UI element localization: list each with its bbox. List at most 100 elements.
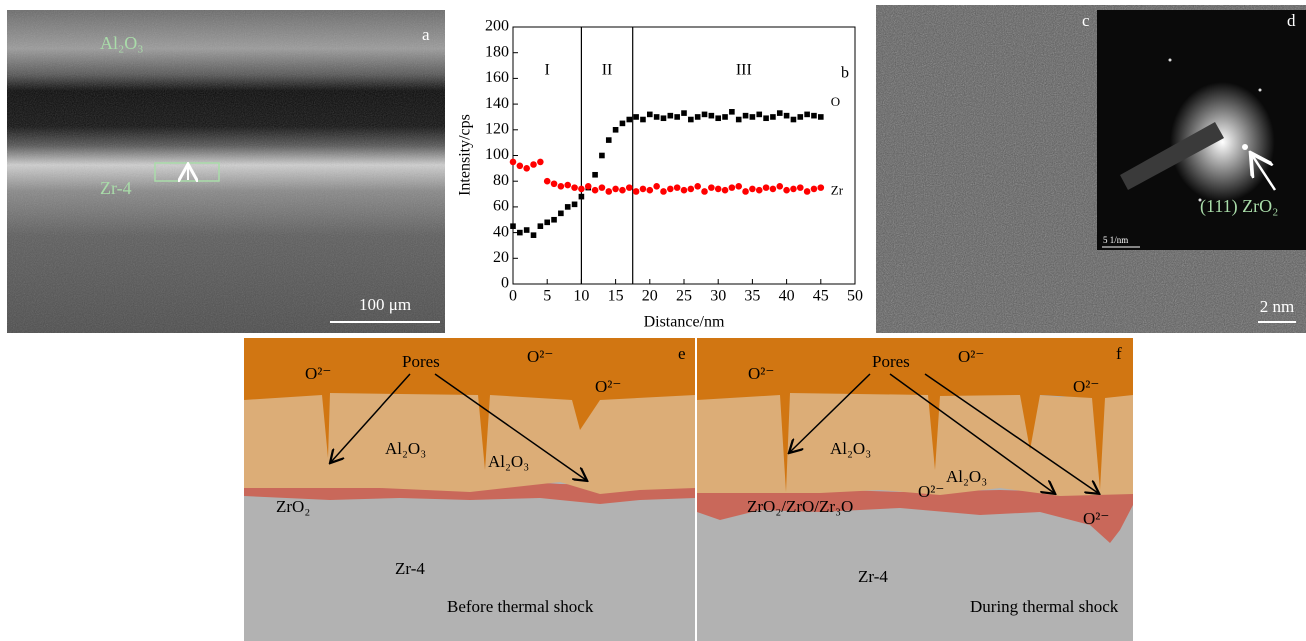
label: Zr-4: [100, 178, 132, 198]
data-point: [605, 137, 612, 143]
data-point: [770, 114, 776, 120]
ion-label: O²⁻: [305, 364, 331, 383]
data-point: [804, 111, 810, 118]
diffraction-spot: [1168, 58, 1172, 62]
scale-label: 2 nm: [1260, 297, 1294, 316]
x-tick-label: 20: [642, 288, 658, 305]
data-point: [509, 158, 517, 166]
y-tick-label: 80: [493, 172, 509, 189]
data-point: [722, 114, 728, 120]
data-point: [626, 116, 633, 123]
annotation: (111) ZrO₂: [1200, 196, 1278, 217]
data-point: [510, 223, 516, 229]
data-point: [701, 188, 708, 195]
x-axis-label: Distance/nm: [644, 314, 725, 331]
y-tick-label: 180: [485, 43, 509, 60]
data-point: [625, 184, 633, 191]
layer-label: Al₂O₃: [946, 467, 987, 486]
layer-label: Al₂O₃: [830, 439, 871, 458]
y-tick-label: 100: [485, 146, 509, 163]
data-point: [564, 181, 572, 189]
data-point: [640, 116, 646, 123]
data-point: [523, 165, 530, 172]
data-point: [653, 183, 660, 190]
data-point: [688, 116, 694, 123]
alumina-layer: [697, 388, 1133, 496]
data-point: [708, 112, 715, 119]
data-point: [817, 184, 825, 191]
data-point: [721, 186, 729, 194]
data-point: [530, 232, 537, 238]
data-point: [612, 127, 619, 133]
arrow: [1252, 155, 1277, 191]
oxide-layer: [697, 488, 1133, 543]
y-tick-label: 120: [485, 120, 509, 137]
data-point: [776, 110, 783, 116]
panel-e: O²⁻ O²⁻ O²⁻ Pores Al₂O₃ Al₂O₃ ZrO₂ Zr-4 …: [244, 338, 695, 641]
data-point: [544, 219, 550, 226]
data-point: [701, 111, 708, 118]
data-point: [599, 152, 605, 159]
data-point: [694, 183, 701, 190]
data-point: [550, 180, 558, 188]
arrow: [889, 373, 1054, 493]
pores-label: Pores: [872, 352, 910, 371]
data-point: [653, 114, 660, 120]
data-point: [749, 185, 756, 193]
data-point: [660, 115, 667, 122]
ion-label: O²⁻: [1073, 377, 1099, 396]
ion-label: O²⁻: [958, 347, 984, 366]
arrow: [790, 373, 871, 452]
data-point: [551, 216, 557, 223]
data-point: [714, 185, 722, 193]
x-tick-label: 25: [676, 288, 692, 305]
x-tick-label: 35: [744, 288, 760, 305]
layer-label: Zr-4: [858, 567, 888, 586]
ion-label: O²⁻: [748, 364, 774, 383]
x-tick-label: 15: [608, 288, 624, 305]
pores-label: Pores: [402, 352, 440, 371]
data-point: [674, 114, 680, 120]
data-point: [571, 201, 578, 208]
data-point: [762, 184, 770, 191]
arrow: [331, 373, 411, 462]
data-point: [810, 185, 818, 193]
data-point: [612, 185, 619, 193]
panel-d: (111) ZrO₂ d 5 1/nm: [1097, 10, 1306, 250]
region-label: I: [545, 62, 550, 79]
layer-label: Al₂O₃: [488, 452, 529, 471]
data-point: [797, 114, 804, 120]
panel-letter: e: [678, 344, 686, 363]
data-point: [790, 116, 797, 123]
data-point: [796, 184, 804, 191]
data-point: [728, 184, 736, 191]
data-point: [769, 185, 777, 193]
panel-f: O²⁻ O²⁻ O²⁻ O²⁻ O²⁻ Pores Al₂O₃ Al₂O₃ Zr…: [697, 338, 1133, 641]
caption: During thermal shock: [970, 597, 1119, 616]
data-point: [673, 184, 681, 191]
data-point: [694, 114, 701, 120]
scale-label: 5 1/nm: [1103, 235, 1128, 245]
ion-label: O²⁻: [527, 347, 553, 366]
data-point: [543, 177, 551, 185]
data-point: [783, 186, 790, 194]
panel-letter: d: [1287, 11, 1296, 30]
x-tick-label: 5: [543, 288, 551, 305]
panel-a: Al₂O₃ Zr-4 a 100 μm: [7, 10, 445, 333]
data-point: [592, 171, 598, 178]
y-axis-label: Intensity/cps: [457, 114, 474, 196]
data-point: [557, 183, 565, 190]
data-point: [755, 186, 763, 194]
data-point: [790, 185, 797, 193]
data-point: [564, 204, 571, 210]
panel-letter: f: [1116, 344, 1122, 363]
layer-label: Al₂O₃: [385, 439, 426, 458]
data-point: [516, 162, 524, 170]
data-point: [715, 115, 721, 122]
panel-letter: c: [1082, 11, 1090, 30]
x-tick-label: 30: [710, 288, 726, 305]
data-point: [578, 185, 585, 193]
data-point: [571, 184, 578, 191]
data-point: [591, 186, 599, 194]
